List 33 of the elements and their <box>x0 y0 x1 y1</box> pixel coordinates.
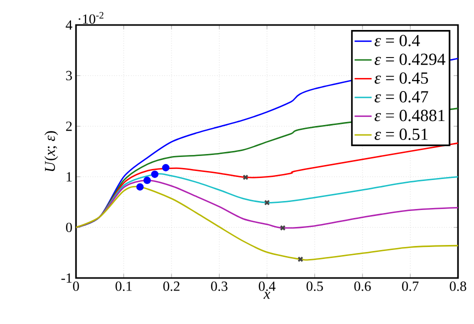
y-tick-label: 1 <box>66 172 72 182</box>
legend-label: ε = 0.47 <box>374 91 428 103</box>
x-tick-label: 0.5 <box>306 282 323 291</box>
point <box>280 225 286 231</box>
x-tick-label: 0.7 <box>402 282 419 291</box>
x-tick-label: 0.8 <box>450 282 466 291</box>
legend-label: ε = 0.4881 <box>374 110 445 122</box>
legend-label: ε = 0.45 <box>374 72 428 84</box>
point <box>162 164 170 172</box>
point <box>151 170 158 178</box>
x-tick-label: 0.2 <box>163 282 180 291</box>
y-tick-label: 2 <box>66 122 72 131</box>
text: ·10$^{-2}$ <box>78 12 104 24</box>
y-tick-label: -1 <box>61 273 72 283</box>
x-tick-label: 0.1 <box>116 282 132 291</box>
y-tick-label: 4 <box>66 20 72 30</box>
point <box>264 200 270 206</box>
y-tick-label: 3 <box>66 70 72 80</box>
y-tick-label: 0 <box>66 222 72 232</box>
legend-label: ε = 0.51 <box>374 128 428 140</box>
legend-label: ε = 0.4 <box>374 34 420 46</box>
point <box>143 176 151 184</box>
y-axis-title: U(x; ε) <box>44 131 58 172</box>
point <box>136 183 144 191</box>
x-axis-title: x <box>263 292 270 299</box>
x-tick-label: 0.4 <box>258 282 276 291</box>
point <box>298 256 304 262</box>
x-tick-label: 0.6 <box>354 282 371 291</box>
x-tick-label: 0 <box>73 282 79 291</box>
point <box>242 174 248 180</box>
x-tick-label: 0.3 <box>211 282 228 291</box>
line-series <box>76 142 458 228</box>
legend-label: ε = 0.4294 <box>374 54 446 66</box>
